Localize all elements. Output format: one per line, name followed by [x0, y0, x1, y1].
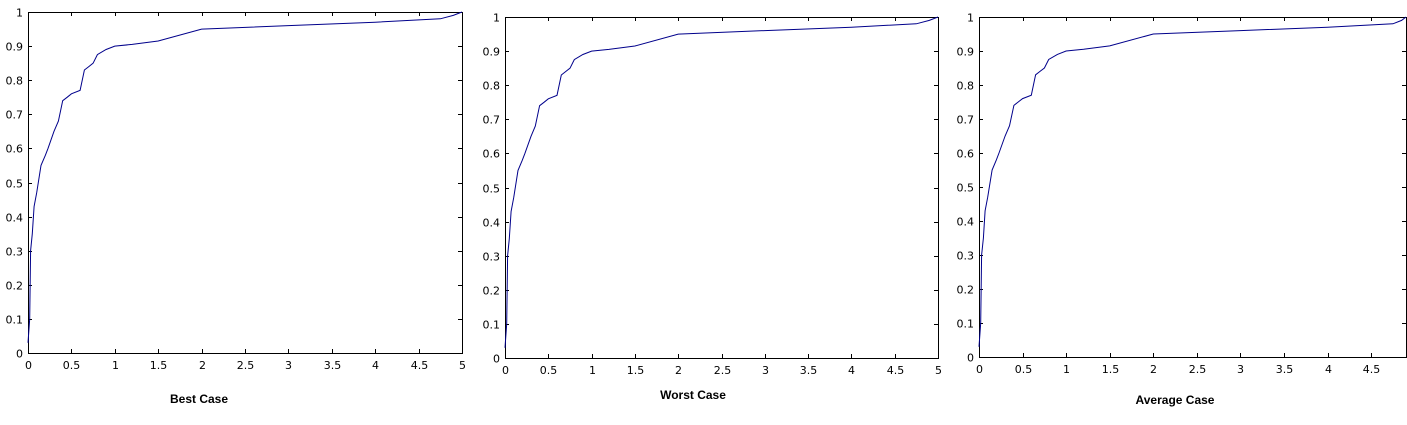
x-tick-label: 1: [589, 364, 596, 377]
x-tick-label: 1.5: [150, 359, 168, 372]
x-tick-label: 0.5: [540, 364, 558, 377]
y-tick-label: 0.7: [483, 114, 501, 127]
x-tick-label: 4.5: [411, 359, 429, 372]
axes-box: [505, 17, 939, 359]
x-tick-label: 2.5: [714, 364, 732, 377]
y-tick-label: 0.2: [957, 284, 975, 297]
y-tick-label: 0.6: [957, 148, 975, 161]
x-tick-label: 0: [25, 359, 32, 372]
x-tick-label: 2.5: [237, 359, 255, 372]
x-tick-label: 4: [1325, 363, 1332, 376]
x-tick-label: 2: [199, 359, 206, 372]
series-line: [27, 11, 463, 343]
x-tick-label: 3: [1237, 363, 1244, 376]
y-tick-label: 0.1: [6, 314, 24, 327]
y-tick-label: 0.8: [483, 80, 501, 93]
x-tick-label: 2.5: [1189, 363, 1207, 376]
chart-caption: Best Case: [170, 392, 228, 406]
chart-3: 0 0.5 1 1.5 2 2.5 3 3.5 4 4.5 0 0.1 0.2 0.3 0.4 0.5 0.6 0…: [957, 12, 1407, 407]
y-tick-label: 0.6: [6, 143, 24, 156]
y-tick-label: 0.9: [483, 46, 501, 59]
y-tick-label: 0.2: [483, 285, 501, 298]
y-tick-label: 0.3: [957, 250, 975, 263]
x-tick-label: 3.5: [800, 364, 818, 377]
y-tick-label: 0: [16, 348, 23, 361]
x-tick-label: 0.5: [1015, 363, 1033, 376]
x-tick-label: 0.5: [63, 359, 81, 372]
y-tick-label: 0.1: [957, 318, 975, 331]
y-tick-label: 0.2: [6, 280, 24, 293]
y-tick-label: 0.3: [6, 246, 24, 259]
x-tick-label: 4.5: [1363, 363, 1381, 376]
y-tick-label: 0.7: [957, 114, 975, 127]
axes-box: [28, 12, 463, 354]
y-tick-label: 1: [16, 7, 23, 20]
y-tick-label: 0.5: [957, 182, 975, 195]
series-line: [504, 16, 939, 348]
y-tick-label: 0.5: [6, 178, 24, 191]
y-tick-label: 0.3: [483, 251, 501, 264]
x-tick-label: 1.5: [627, 364, 645, 377]
y-tick-label: 1: [493, 12, 500, 25]
y-tick-label: 0: [493, 353, 500, 366]
series-line: [978, 16, 1407, 347]
x-tick-label: 0: [502, 364, 509, 377]
x-tick-label: 3: [285, 359, 292, 372]
y-tick-label: 0.4: [6, 212, 24, 225]
y-tick-label: 0.4: [957, 216, 975, 229]
y-tick-label: 0.9: [6, 41, 24, 54]
y-tick-label: 0.5: [483, 183, 501, 196]
axes-box: [979, 17, 1407, 358]
chart-1: 0 0.5 1 1.5 2 2.5 3 3.5 4 4.5 5 0 0.1 0.2 0.3 0.4 0.5 0.6…: [6, 7, 467, 407]
y-tick-label: 0.4: [483, 217, 501, 230]
x-tick-label: 5: [459, 359, 466, 372]
y-tick-label: 0.1: [483, 319, 501, 332]
chart-caption: Worst Case: [660, 388, 726, 402]
y-tick-label: 0.9: [957, 46, 975, 59]
x-tick-label: 3: [762, 364, 769, 377]
chart-caption: Average Case: [1136, 393, 1215, 407]
y-tick-label: 0.8: [6, 75, 24, 88]
x-tick-label: 1: [1063, 363, 1070, 376]
y-tick-label: 0.6: [483, 148, 501, 161]
x-tick-label: 4.5: [887, 364, 905, 377]
y-tick-label: 0.7: [6, 109, 24, 122]
y-tick-label: 0: [967, 352, 974, 365]
x-tick-label: 0: [976, 363, 983, 376]
y-tick-label: 1: [967, 12, 974, 25]
x-tick-label: 4: [848, 364, 855, 377]
chart-2: 0 0.5 1 1.5 2 2.5 3 3.5 4 4.5 5 0 0.1 0.2 0.3 0.4 0.5 0.6…: [483, 12, 943, 403]
x-tick-label: 5: [935, 364, 942, 377]
x-tick-label: 1.5: [1102, 363, 1120, 376]
x-tick-label: 4: [372, 359, 379, 372]
x-tick-label: 2: [1150, 363, 1157, 376]
x-tick-label: 2: [675, 364, 682, 377]
x-tick-label: 1: [112, 359, 119, 372]
x-tick-label: 3.5: [324, 359, 342, 372]
x-tick-label: 3.5: [1276, 363, 1294, 376]
y-tick-label: 0.8: [957, 80, 975, 93]
